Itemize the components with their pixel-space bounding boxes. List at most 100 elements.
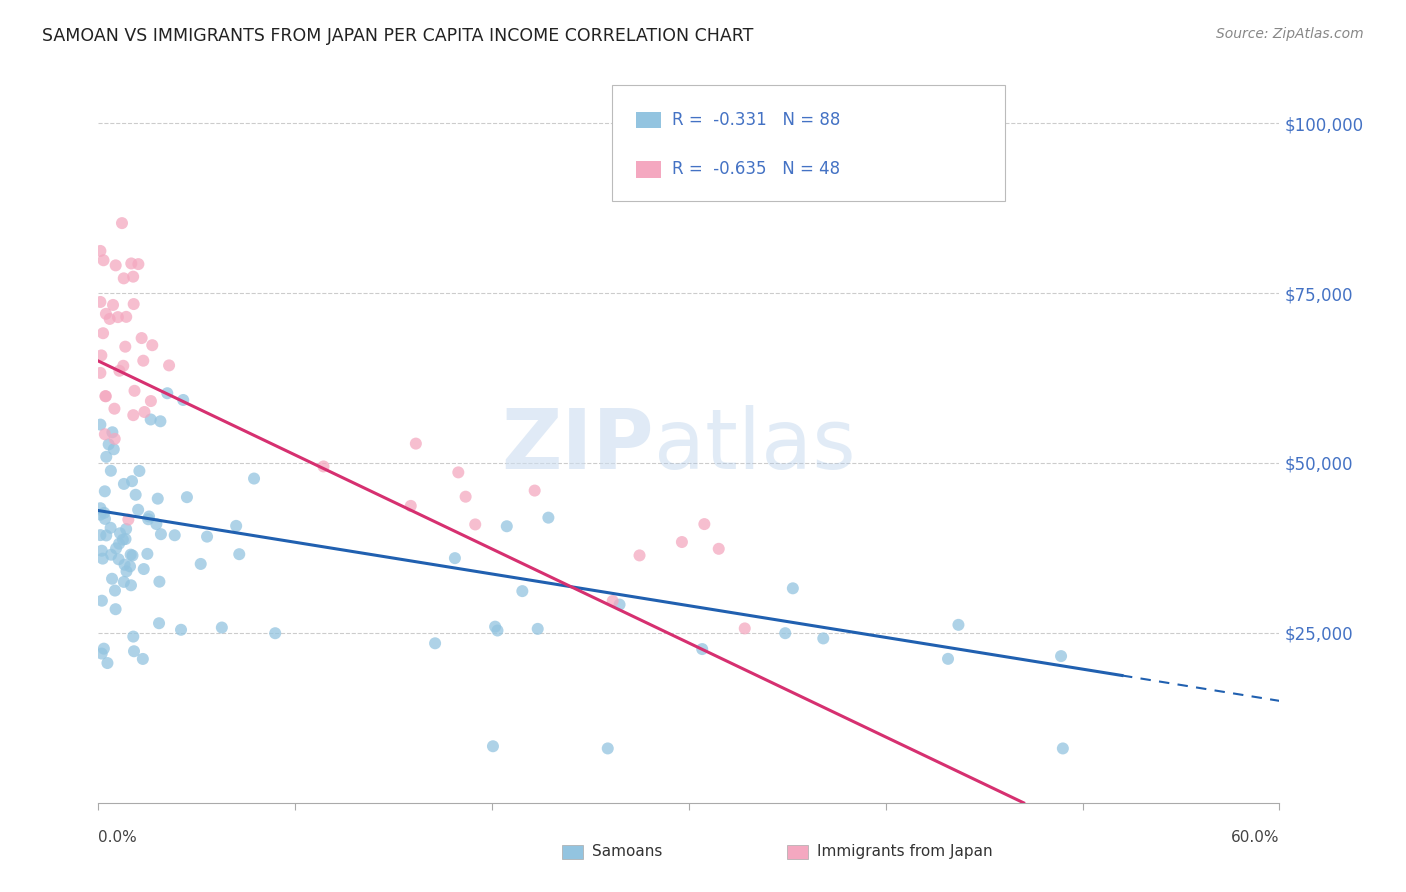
Point xyxy=(122,269,145,284)
Point xyxy=(127,502,149,516)
Point xyxy=(690,642,713,657)
Point xyxy=(122,630,145,644)
Point xyxy=(243,471,266,485)
Point xyxy=(89,501,111,516)
Text: 0.0%: 0.0% xyxy=(98,830,138,845)
Point xyxy=(136,547,159,561)
Point xyxy=(94,307,117,321)
Point xyxy=(122,408,145,422)
Point xyxy=(103,442,125,457)
Point xyxy=(100,464,122,478)
Point xyxy=(94,389,117,403)
Point xyxy=(105,541,128,556)
Point xyxy=(101,298,124,312)
Point xyxy=(122,297,145,311)
Point xyxy=(782,582,804,596)
Point xyxy=(91,326,114,341)
Point xyxy=(112,271,135,285)
Point xyxy=(172,392,194,407)
Point xyxy=(94,484,117,499)
Point xyxy=(90,593,112,607)
Point xyxy=(225,519,247,533)
Point xyxy=(195,530,218,544)
Point xyxy=(228,547,250,561)
Point xyxy=(134,405,156,419)
Point xyxy=(176,490,198,504)
Point xyxy=(141,338,163,352)
Point xyxy=(103,401,125,416)
Point xyxy=(100,521,122,535)
Point xyxy=(138,509,160,524)
Text: R =  -0.331   N = 88: R = -0.331 N = 88 xyxy=(672,112,841,129)
Point xyxy=(100,548,122,562)
Point xyxy=(132,562,155,576)
Point xyxy=(89,417,111,432)
Point xyxy=(111,216,134,230)
Point xyxy=(94,389,117,403)
Point xyxy=(115,310,138,324)
Point xyxy=(423,636,446,650)
Point xyxy=(127,257,149,271)
Point xyxy=(93,506,115,520)
Point xyxy=(131,331,153,345)
Point xyxy=(121,549,143,563)
Point xyxy=(94,427,117,442)
Point xyxy=(464,517,486,532)
Text: Immigrants from Japan: Immigrants from Japan xyxy=(817,845,993,859)
Point xyxy=(107,552,129,566)
Point xyxy=(96,528,118,542)
Point xyxy=(512,584,534,599)
Point xyxy=(671,535,693,549)
Point xyxy=(89,508,111,522)
Point xyxy=(94,512,117,526)
Point xyxy=(190,557,212,571)
Point xyxy=(128,464,150,478)
Point xyxy=(122,644,145,658)
Point xyxy=(163,528,186,542)
Point xyxy=(602,594,624,608)
Point xyxy=(145,516,167,531)
Point xyxy=(96,656,118,670)
Text: R =  -0.635   N = 48: R = -0.635 N = 48 xyxy=(672,161,841,178)
Point xyxy=(120,578,142,592)
Point xyxy=(148,574,170,589)
Point xyxy=(537,510,560,524)
Point xyxy=(107,310,129,325)
Point xyxy=(399,499,422,513)
Point xyxy=(447,466,470,480)
Point xyxy=(101,572,124,586)
Point xyxy=(136,512,159,526)
Text: Source: ZipAtlas.com: Source: ZipAtlas.com xyxy=(1216,27,1364,41)
Point xyxy=(157,359,180,373)
Point xyxy=(93,641,115,656)
Point xyxy=(484,620,506,634)
Point xyxy=(93,253,115,268)
Point xyxy=(104,583,127,598)
Point xyxy=(139,394,162,409)
Point xyxy=(90,543,112,558)
Point xyxy=(98,312,121,326)
Point xyxy=(813,632,835,646)
Point xyxy=(948,617,970,632)
Point xyxy=(111,533,134,547)
Point xyxy=(89,366,111,380)
Point xyxy=(101,425,124,440)
Point xyxy=(118,559,141,574)
Point xyxy=(124,384,146,398)
Point xyxy=(444,551,467,566)
Point xyxy=(89,244,111,258)
Point xyxy=(120,256,142,270)
Point xyxy=(117,512,139,526)
Point xyxy=(149,414,172,428)
Point xyxy=(609,598,631,612)
Point xyxy=(90,348,112,362)
Point xyxy=(707,541,730,556)
Point xyxy=(211,621,233,635)
Point xyxy=(170,623,193,637)
Point xyxy=(482,739,505,754)
Point xyxy=(115,565,138,579)
Point xyxy=(90,647,112,661)
Point xyxy=(596,741,619,756)
Text: ZIP: ZIP xyxy=(501,406,654,486)
Point xyxy=(312,459,335,474)
